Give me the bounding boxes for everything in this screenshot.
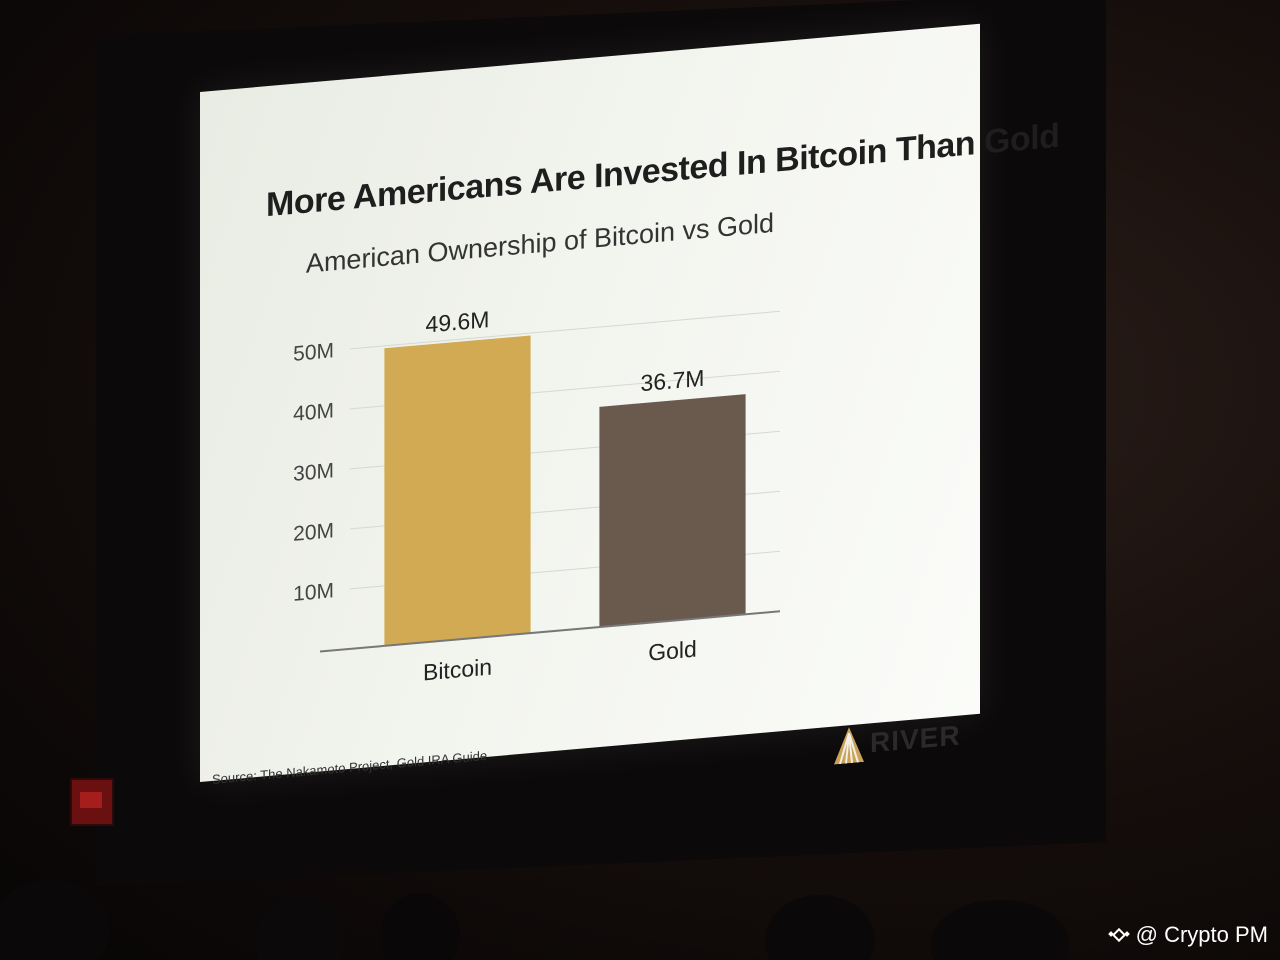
category-labels: Bitcoin Gold: [423, 636, 697, 686]
y-tick-label: 50M: [293, 339, 334, 366]
river-logo: RIVER: [834, 717, 961, 765]
grid-line: [350, 310, 780, 350]
chart-title: American Ownership of Bitcoin vs Gold: [306, 208, 774, 279]
value-label-bitcoin: 49.6M: [426, 306, 490, 338]
bar-chart: American Ownership of Bitcoin vs Gold 10…: [293, 208, 780, 686]
bar-gold: [599, 394, 746, 628]
exit-sign: [70, 778, 114, 826]
audience-silhouettes: [0, 880, 1070, 960]
bar-bitcoin: [384, 335, 531, 646]
y-axis-ticks: 10M 20M 30M 40M 50M: [293, 339, 334, 606]
bars: [384, 335, 746, 646]
value-label-gold: 36.7M: [641, 365, 705, 397]
x-axis-line: [320, 610, 780, 653]
y-tick-label: 40M: [293, 399, 334, 426]
category-label-gold: Gold: [648, 636, 697, 666]
category-label-bitcoin: Bitcoin: [423, 653, 492, 685]
value-labels: 49.6M 36.7M: [426, 306, 705, 397]
slide: More Americans Are Invested In Bitcoin T…: [200, 23, 1059, 787]
river-logo-text: RIVER: [870, 719, 961, 759]
y-tick-label: 30M: [293, 459, 334, 486]
watermark: @ Crypto PM: [1107, 922, 1268, 948]
binance-diamond-icon: [1107, 927, 1130, 943]
y-tick-label: 10M: [293, 579, 334, 606]
watermark-text: @ Crypto PM: [1135, 922, 1268, 947]
river-mountain-icon: [834, 727, 864, 765]
y-tick-label: 20M: [293, 519, 334, 546]
